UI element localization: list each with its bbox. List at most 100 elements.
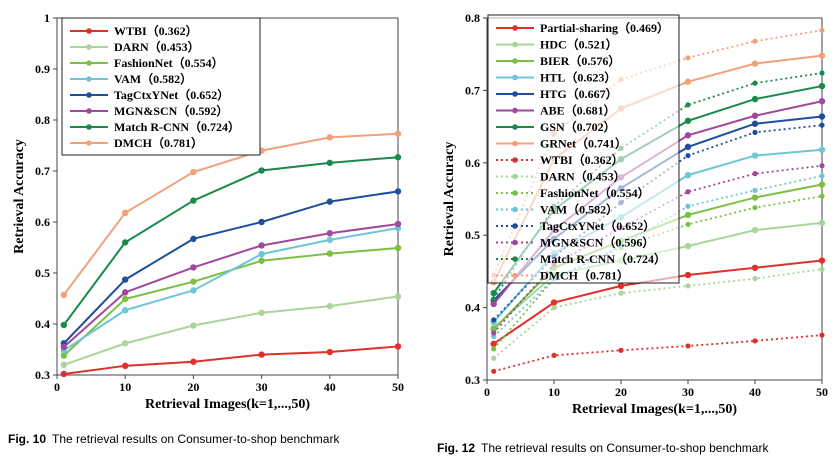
- c2-x-tick-label: 50: [816, 385, 828, 399]
- c2-series-wtbi-dotted-point: [685, 343, 691, 349]
- fig10-caption: Fig. 10 The retrieval results on Consumer…: [8, 432, 339, 446]
- c2-legend-marker-fashionnet: [512, 190, 518, 196]
- c2-series-vam-dotted-point: [491, 333, 497, 340]
- c2-series-gsn-point: [490, 289, 497, 297]
- c1-y-tick-label: 0.4: [35, 317, 50, 331]
- c2-legend-marker-htg: [512, 91, 518, 97]
- c2-series-fashionnet-dotted-point: [752, 205, 758, 211]
- c1-series-tagctxynet: [60, 188, 402, 347]
- c2-legend-marker-wtbi: [512, 157, 518, 163]
- c1-series-match-r-cnn-point: [190, 197, 197, 204]
- c2-series-gsn-point: [751, 95, 759, 103]
- c2-legend-marker-mgn-scn: [512, 239, 518, 246]
- c1-series-mgn-scn-point: [326, 230, 333, 237]
- c2-y-tick-label: 0.4: [465, 301, 480, 315]
- c2-series-partial-sharing-point: [684, 271, 692, 279]
- c1-series-match-r-cnn-point: [60, 321, 68, 329]
- c1-legend-label-dmch: DMCH（0.781）: [114, 135, 203, 150]
- c2-legend-label-abe: ABE（0.681）: [540, 103, 616, 118]
- c2-series-match-r-cnn-dotted-point: [752, 80, 758, 86]
- c2-series-darn-dotted-point: [752, 276, 758, 282]
- c2-series-partial-sharing-point: [550, 299, 558, 306]
- c2-legend-marker-vam: [512, 206, 518, 213]
- c1-x-tick-label: 50: [392, 380, 404, 394]
- c2-series-mgn-scn-dotted-point: [491, 330, 497, 336]
- c2-legend-label-tagctxynet: TagCtxYNet（0.652）: [540, 218, 655, 233]
- c2-legend-label-vam: VAM（0.582）: [540, 202, 618, 217]
- c2-series-grnet-point: [818, 52, 826, 59]
- c2-series-darn-dotted-point: [491, 355, 497, 361]
- c1-series-fashionnet-point: [394, 244, 402, 252]
- c1-series-darn-point: [326, 302, 333, 310]
- c2-x-tick-label: 30: [682, 385, 694, 399]
- c2-legend-label-partial-sharing: Partial-sharing（0.469）: [540, 20, 669, 35]
- c1-legend-marker-mgn-scn: [86, 108, 92, 114]
- c1-series-darn-point: [122, 340, 129, 347]
- c2-series-darn-dotted-point: [819, 266, 825, 272]
- c1-legend-label-darn: DARN（0.453）: [114, 39, 200, 54]
- c1-series-darn-point: [60, 361, 68, 368]
- c2-legend-label-darn: DARN（0.453）: [540, 169, 626, 184]
- c2-legend-label-hdc: HDC（0.521）: [540, 37, 618, 52]
- c2-x-tick-label: 40: [749, 385, 761, 399]
- c2-legend-label-wtbi: WTBI（0.362）: [540, 152, 624, 167]
- c2-series-bier-point: [684, 211, 692, 219]
- c2-series-grnet-point: [751, 60, 759, 67]
- c1-series-mgn-scn-point: [190, 264, 197, 271]
- fig10-caption-text: The retrieval results on Consumer-to-sho…: [52, 432, 340, 446]
- c1-series-mgn-scn-point: [60, 343, 68, 351]
- c1-x-axis-label: Retrieval Images(k=1,...,50): [145, 397, 310, 412]
- c1-series-match-r-cnn-point: [326, 159, 333, 167]
- c1-series-dmch-point: [122, 209, 129, 217]
- c2-series-partial-sharing-point: [490, 340, 497, 347]
- c2-series-partial-sharing-point: [617, 282, 625, 290]
- c1-series-wtbi-point: [394, 343, 402, 350]
- c2-legend: Partial-sharing（0.469） HDC（0.521）BIER（0.5…: [487, 14, 680, 284]
- c1-series-vam-point: [190, 287, 197, 294]
- c1-series-tagctxynet-point: [326, 198, 333, 205]
- c2-legend-marker-grnet: [512, 140, 518, 147]
- c2-legend-label-gsn: GSN（0.702）: [540, 119, 616, 134]
- c2-x-axis-label: Retrieval Images(k=1,...,50): [572, 402, 737, 417]
- c1-y-tick-label: 0.3: [35, 368, 50, 382]
- c1-legend-label-mgn-scn: MGN&SCN（0.592）: [114, 103, 228, 118]
- fig12-caption-label: Fig. 12: [437, 441, 476, 455]
- c1-legend-marker-tagctxynet: [86, 92, 92, 98]
- c2-x-tick-label: 10: [548, 385, 560, 399]
- c2-series-abe-point: [818, 98, 826, 105]
- c1-series-vam-point: [258, 250, 265, 258]
- c1-series-vam: [60, 224, 402, 354]
- c2-series-tagctxynet-dotted-point: [752, 129, 758, 135]
- c2-legend-label-htg: HTG（0.667）: [540, 86, 618, 101]
- c1-series-wtbi-point: [60, 370, 68, 378]
- c2-series-htg-point: [751, 120, 759, 127]
- c1-series-mgn-scn-point: [258, 242, 265, 249]
- c2-legend-marker-match-r-cnn: [512, 256, 518, 262]
- c1-series-vam-point: [326, 236, 333, 244]
- c2-y-tick-label: 0.7: [465, 83, 480, 97]
- c1-series-match-r-cnn-point: [394, 154, 402, 161]
- c2-series-vam-dotted-point: [819, 173, 825, 179]
- c1-series-dmch: [60, 130, 402, 299]
- c2-series-match-r-cnn-dotted-point: [685, 102, 691, 108]
- c2-legend-label-dmch: DMCH（0.781）: [540, 268, 629, 283]
- c1-series-match-r-cnn: [60, 154, 402, 329]
- c2-series-wtbi-dotted-point: [819, 332, 825, 338]
- c2-series-htg-point: [684, 143, 692, 151]
- c2-series-abe-point: [490, 300, 497, 308]
- c2-series-htg-point: [818, 113, 826, 120]
- c1-series-darn-point: [394, 293, 402, 300]
- c1-series-darn-point: [190, 322, 197, 329]
- c2-y-tick-label: 0.3: [465, 373, 480, 387]
- c1-legend-label-vam: VAM（0.582）: [114, 71, 192, 86]
- c1-series-darn-line: [63, 295, 399, 366]
- c1-series-match-r-cnn-point: [122, 239, 129, 246]
- c2-series-grnet-point: [684, 78, 692, 85]
- c2-series-darn-dotted: [491, 266, 825, 361]
- c2-series-htl-point: [751, 152, 759, 159]
- c2-x-tick-label: 20: [615, 385, 627, 399]
- c1-series-wtbi-point: [258, 351, 265, 358]
- c2-series-fashionnet-dotted-point: [685, 221, 691, 227]
- c1-series-fashionnet-point: [122, 295, 129, 303]
- c2-legend-marker-darn: [512, 173, 518, 180]
